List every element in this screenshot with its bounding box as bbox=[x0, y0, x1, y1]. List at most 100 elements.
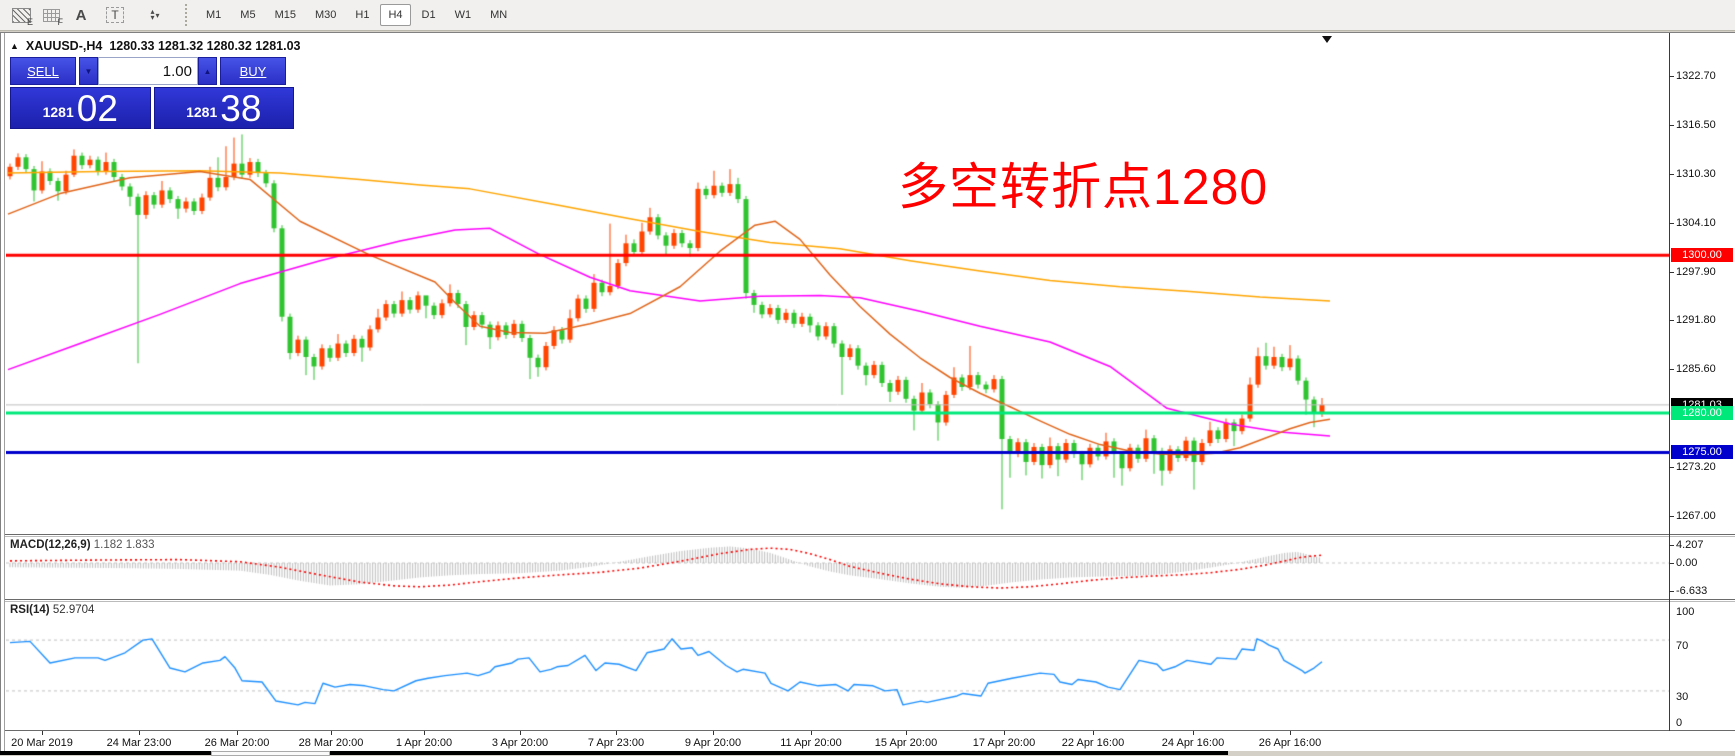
time-axis-label: 26 Apr 16:00 bbox=[1258, 737, 1322, 749]
tf-button-M5[interactable]: M5 bbox=[240, 9, 256, 21]
price-axis-label: 1322.70 bbox=[1676, 70, 1716, 82]
price-axis-tick bbox=[1669, 76, 1674, 77]
price-axis-label: 1316.50 bbox=[1676, 118, 1716, 131]
price-axis-tick bbox=[1669, 319, 1674, 321]
tf-button-M1[interactable]: M1 bbox=[206, 9, 222, 21]
price-axis-tick bbox=[1669, 368, 1674, 370]
hatch-glyph bbox=[11, 7, 31, 23]
price-axis-tick bbox=[1669, 515, 1674, 517]
window-left-border bbox=[0, 33, 1, 756]
time-axis-border bbox=[5, 730, 1735, 731]
sell-price-big: 02 bbox=[76, 88, 118, 129]
text-box-icon[interactable]: T bbox=[98, 4, 132, 26]
macd-scale-tick bbox=[1669, 563, 1674, 564]
macd-scale-tick bbox=[1669, 545, 1674, 547]
price-axis-tick bbox=[1669, 124, 1674, 126]
chart-shift-marker-icon[interactable] bbox=[1322, 36, 1332, 43]
price-badge-1300.00: 1300.00 bbox=[1671, 248, 1733, 263]
macd-panel-top-border[interactable] bbox=[5, 534, 1735, 535]
sell-price-small: 1281 bbox=[42, 104, 74, 120]
rsi-panel-top-border[interactable] bbox=[5, 599, 1735, 600]
sort-arrows-glyph: ▴ ▾ ▾ bbox=[150, 7, 160, 22]
rsi-value: 52.9704 bbox=[52, 604, 95, 616]
tf-button-M15[interactable]: M15 bbox=[274, 9, 296, 21]
chart-symbol: XAUUSD-,H4 bbox=[25, 39, 103, 53]
macd-indicator-chart[interactable] bbox=[6, 537, 1669, 599]
sell-button[interactable]: SELL bbox=[10, 57, 76, 85]
volume-up-button[interactable]: ▲ bbox=[198, 57, 217, 85]
time-axis-tick bbox=[42, 731, 43, 735]
one-click-trading-panel: SELL ▼ ▲ BUY 1281 02 1281 38 bbox=[10, 57, 294, 129]
font-icon[interactable]: A bbox=[68, 4, 94, 26]
rsi-scale-label: 30 bbox=[1676, 690, 1689, 703]
time-axis-label: 28 Mar 20:00 bbox=[298, 737, 364, 749]
macd-label: MACD(12,26,9) 1.182 1.833 bbox=[10, 539, 155, 551]
rsi-indicator-chart[interactable] bbox=[6, 602, 1669, 729]
chart-ohlc: 1280.33 1281.32 1280.32 1281.03 bbox=[109, 39, 301, 53]
time-axis-tick bbox=[811, 731, 812, 735]
price-axis-label: 1310.30 bbox=[1676, 167, 1716, 180]
rsi-scale-label: 100 bbox=[1676, 606, 1695, 618]
price-badge-1275.00: 1275.00 bbox=[1671, 445, 1733, 460]
time-axis-tick bbox=[331, 731, 332, 735]
scrollbar-track-left bbox=[0, 751, 211, 755]
tf-button-MN[interactable]: MN bbox=[490, 9, 508, 21]
volume-down-button[interactable]: ▼ bbox=[79, 57, 98, 85]
arrange-windows-icon[interactable]: ▴ ▾ ▾ bbox=[136, 4, 174, 26]
price-axis-label: 1297.90 bbox=[1676, 265, 1716, 278]
charts-icon-subletter: E bbox=[26, 17, 33, 27]
buy-price-big: 38 bbox=[220, 88, 262, 129]
sell-price-display[interactable]: 1281 02 bbox=[10, 87, 151, 129]
price-axis-tick bbox=[1669, 173, 1674, 175]
time-axis-label: 20 Mar 2019 bbox=[11, 737, 73, 749]
collapse-triangle-icon[interactable]: ▲ bbox=[10, 41, 19, 51]
time-axis-label: 26 Mar 20:00 bbox=[204, 737, 270, 749]
time-axis-tick bbox=[906, 731, 907, 735]
price-axis-tick bbox=[1669, 271, 1674, 273]
tf-button-H4[interactable]: H4 bbox=[380, 4, 411, 26]
price-axis-border bbox=[1669, 33, 1670, 731]
top-toolbar: E F A T ▴ ▾ ▾ M1 M5 M15 M30 H1 H4 D1 W1 MN bbox=[0, 0, 1735, 31]
price-axis-tick bbox=[1669, 222, 1674, 224]
tf-button-H1[interactable]: H1 bbox=[355, 9, 370, 21]
price-axis-label: 1267.00 bbox=[1676, 509, 1716, 522]
macd-panel-top-border2 bbox=[5, 536, 1735, 537]
rsi-scale-label: 0 bbox=[1676, 717, 1683, 729]
buy-price-display[interactable]: 1281 38 bbox=[153, 87, 294, 129]
text-box-icon-label: T bbox=[106, 7, 124, 23]
grid-glyph bbox=[42, 8, 60, 22]
macd-scale-label: -6.633 bbox=[1676, 585, 1708, 598]
scrollbar-thumb[interactable] bbox=[211, 751, 330, 756]
price-axis-label: 1304.10 bbox=[1676, 216, 1716, 229]
time-axis-tick bbox=[424, 731, 425, 735]
time-axis-label: 11 Apr 20:00 bbox=[780, 737, 842, 749]
time-axis-label: 24 Apr 16:00 bbox=[1161, 737, 1225, 749]
buy-button[interactable]: BUY bbox=[220, 57, 286, 85]
tf-button-D1[interactable]: D1 bbox=[421, 9, 436, 21]
time-axis-tick bbox=[1193, 731, 1194, 735]
price-axis-label: 1273.20 bbox=[1676, 460, 1716, 473]
grid-icon[interactable]: F bbox=[38, 4, 64, 27]
chart-window: ▲ XAUUSD-,H4 1280.33 1281.32 1280.32 128… bbox=[0, 32, 1735, 756]
horizontal-scrollbar[interactable] bbox=[0, 751, 1735, 756]
price-axis-label: 1285.60 bbox=[1676, 362, 1716, 375]
time-axis-label: 9 Apr 20:00 bbox=[684, 737, 742, 749]
window-left-border-inner bbox=[4, 33, 5, 756]
macd-scale-label: 0.00 bbox=[1676, 557, 1698, 569]
time-axis-tick bbox=[1004, 731, 1005, 735]
grid-icon-subletter: F bbox=[57, 17, 64, 27]
rsi-panel-top-border2 bbox=[5, 601, 1735, 602]
time-axis-label: 22 Apr 16:00 bbox=[1061, 737, 1125, 749]
price-axis-label: 1291.80 bbox=[1676, 313, 1716, 326]
time-axis-tick bbox=[1290, 731, 1291, 735]
macd-value-signal: 1.833 bbox=[125, 539, 155, 551]
rsi-scale-label: 70 bbox=[1676, 640, 1689, 653]
volume-input[interactable] bbox=[98, 57, 198, 85]
charts-cascade-icon[interactable]: E bbox=[8, 4, 34, 27]
tf-button-W1[interactable]: W1 bbox=[454, 9, 472, 21]
macd-scale-tick bbox=[1669, 591, 1674, 593]
chart-title: ▲ XAUUSD-,H4 1280.33 1281.32 1280.32 128… bbox=[10, 39, 300, 53]
chart-text-annotation[interactable]: 多空转折点1280 bbox=[898, 159, 1269, 215]
tf-button-M30[interactable]: M30 bbox=[314, 9, 337, 21]
